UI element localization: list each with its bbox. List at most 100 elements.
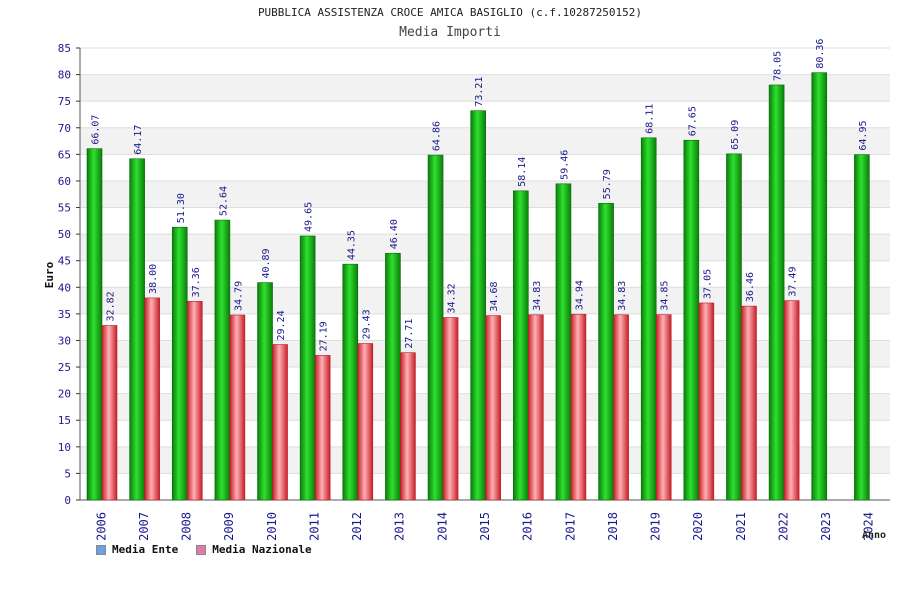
y-tick-label: 50: [58, 228, 71, 241]
y-axis-label: Euro: [43, 261, 56, 288]
y-tick-label: 85: [58, 42, 71, 55]
data-label: 34.32: [447, 283, 458, 313]
x-tick-label: 2008: [180, 512, 194, 541]
x-tick-label: 2012: [350, 512, 364, 541]
x-axis-label: Anno: [862, 530, 886, 541]
bar-media-ente: [129, 158, 145, 501]
bar-media-nazionale: [528, 314, 544, 501]
bar-media-nazionale: [741, 305, 757, 501]
x-tick-label: 2020: [691, 512, 705, 541]
x-tick-label: 2006: [94, 512, 108, 541]
bar-media-nazionale: [357, 343, 374, 501]
x-tick-label: 2007: [137, 512, 151, 541]
y-tick-label: 0: [64, 494, 71, 507]
data-label: 51.30: [176, 193, 187, 223]
data-label: 34.79: [233, 281, 244, 311]
data-label: 49.65: [304, 202, 315, 232]
bar-media-nazionale: [272, 344, 288, 501]
data-label: 38.00: [148, 264, 159, 294]
data-label: 37.05: [702, 269, 713, 299]
y-tick-label: 15: [58, 414, 71, 427]
data-label: 27.19: [319, 321, 330, 351]
data-label: 68.11: [645, 104, 656, 134]
data-label: 64.95: [858, 121, 869, 151]
chart-subtitle: Media Importi: [399, 25, 501, 40]
legend-swatch-ente: [96, 544, 106, 555]
legend-label-ente: Media Ente: [112, 543, 179, 556]
bar-media-ente: [854, 154, 870, 501]
data-label: 65.09: [730, 120, 741, 150]
x-tick-label: 2014: [435, 512, 449, 541]
x-tick-label: 2017: [563, 512, 577, 541]
grid-band: [80, 74, 890, 102]
legend-label-nazionale: Media Nazionale: [212, 543, 312, 556]
bar-media-nazionale: [229, 314, 246, 501]
bar-media-nazionale: [101, 325, 118, 501]
data-label: 34.83: [617, 281, 628, 311]
data-label: 52.64: [218, 186, 229, 216]
bar-media-nazionale: [783, 300, 800, 501]
bar-media-ente: [171, 226, 188, 501]
bar-media-ente: [811, 72, 828, 501]
y-tick-label: 35: [58, 308, 71, 321]
bar-media-ente: [768, 84, 785, 501]
x-tick-label: 2023: [819, 512, 833, 541]
data-label: 44.35: [346, 230, 357, 260]
data-label: 29.24: [276, 310, 287, 340]
x-tick-label: 2013: [393, 512, 407, 541]
data-label: 36.46: [745, 272, 756, 302]
data-label: 64.17: [133, 125, 144, 155]
y-tick-label: 65: [58, 148, 71, 161]
data-label: 80.36: [815, 39, 826, 69]
data-label: 64.86: [432, 121, 443, 151]
data-label: 32.82: [106, 291, 117, 321]
bar-media-ente: [257, 282, 273, 501]
data-label: 34.83: [532, 281, 543, 311]
data-label: 40.89: [261, 248, 272, 278]
bar-media-nazionale: [613, 314, 629, 501]
data-label: 58.14: [517, 157, 528, 187]
x-tick-label: 2022: [776, 512, 790, 541]
bar-media-ente: [86, 148, 103, 501]
bar-media-ente: [683, 139, 700, 501]
data-label: 67.65: [687, 106, 698, 136]
bar-media-nazionale: [442, 317, 459, 501]
bar-media-ente: [555, 183, 572, 501]
data-label: 59.46: [559, 150, 570, 180]
bar-media-nazionale: [698, 302, 715, 501]
bar-media-nazionale: [314, 355, 331, 501]
y-tick-label: 25: [58, 361, 71, 374]
data-label: 78.05: [773, 51, 784, 81]
x-tick-label: 2021: [734, 512, 748, 541]
bar-media-ente: [342, 263, 359, 501]
y-tick-label: 5: [64, 467, 71, 480]
bar-media-ente: [214, 219, 231, 501]
data-label: 66.07: [91, 115, 102, 145]
bar-media-ente: [427, 154, 444, 501]
bar-media-nazionale: [485, 315, 501, 501]
data-label: 37.49: [788, 267, 799, 297]
data-label: 37.36: [191, 267, 202, 297]
chart-title: PUBBLICA ASSISTENZA CROCE AMICA BASIGLIO…: [257, 6, 643, 19]
data-label: 34.85: [660, 281, 671, 311]
y-tick-label: 80: [58, 69, 71, 82]
x-tick-label: 2010: [265, 512, 279, 541]
legend-swatch-nazionale: [196, 544, 207, 555]
x-tick-label: 2018: [606, 512, 620, 541]
y-tick-label: 40: [58, 281, 71, 294]
legend: Media Ente Media Nazionale: [96, 543, 312, 556]
data-label: 55.79: [602, 169, 613, 199]
x-tick-label: 2011: [307, 512, 321, 541]
bar-media-nazionale: [655, 314, 672, 501]
x-tick-label: 2016: [521, 512, 535, 541]
data-label: 29.43: [361, 309, 372, 339]
data-label: 46.40: [389, 219, 400, 249]
bar-media-ente: [640, 137, 657, 501]
bar-media-ente: [299, 235, 316, 501]
legend-item-nazionale: Media Nazionale: [196, 543, 312, 556]
data-label: 73.21: [474, 77, 485, 107]
y-tick-label: 75: [58, 95, 71, 108]
bar-media-nazionale: [144, 297, 160, 501]
data-label: 27.71: [404, 319, 415, 349]
